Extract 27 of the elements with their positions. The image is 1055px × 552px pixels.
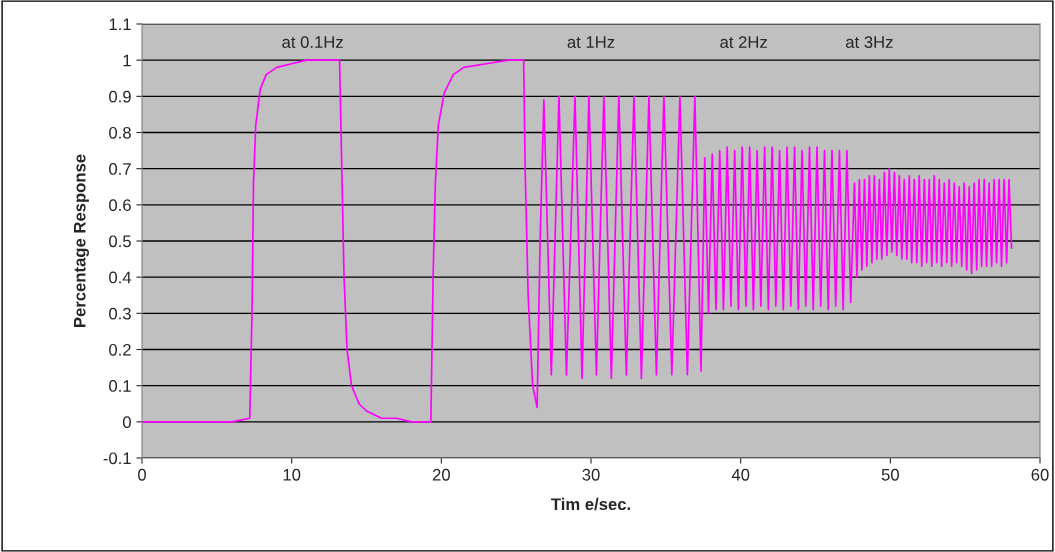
y-tick-label: 0.8 [109, 126, 131, 139]
y-tick-label: 0 [122, 416, 131, 429]
y-tick-label: -0.1 [103, 452, 131, 465]
y-tick-label: 0.2 [109, 343, 131, 356]
y-tick-label: 0.3 [109, 307, 131, 320]
annotation: at 1Hz [567, 36, 615, 48]
x-axis-title: Tim e/sec. [551, 497, 631, 511]
y-tick-label: 1.1 [109, 18, 131, 31]
x-tick-label: 20 [432, 468, 450, 481]
y-tick-label: 0.4 [109, 271, 132, 284]
y-axis-title: Percentage Response [73, 154, 89, 327]
y-tick-label: 1 [123, 54, 131, 67]
y-tick-label: 0.7 [109, 163, 131, 175]
x-tick-label: 40 [731, 468, 750, 481]
y-tick-label: 0.1 [109, 380, 131, 392]
line-series [142, 59, 1013, 423]
x-tick-label: 50 [881, 468, 899, 481]
x-tick-label: 0 [138, 468, 146, 481]
y-tick-label: 0.5 [109, 235, 131, 248]
y-tick-label: 0.6 [109, 199, 131, 212]
annotation: at 0.1Hz [282, 36, 343, 48]
y-tick-label: 0.9 [109, 90, 131, 103]
x-tick-label: 30 [582, 468, 600, 481]
x-tick-label: 60 [1031, 468, 1049, 481]
annotation: at 2Hz [720, 36, 767, 48]
x-tick-label: 10 [283, 468, 301, 481]
annotation: at 3Hz [846, 36, 893, 48]
